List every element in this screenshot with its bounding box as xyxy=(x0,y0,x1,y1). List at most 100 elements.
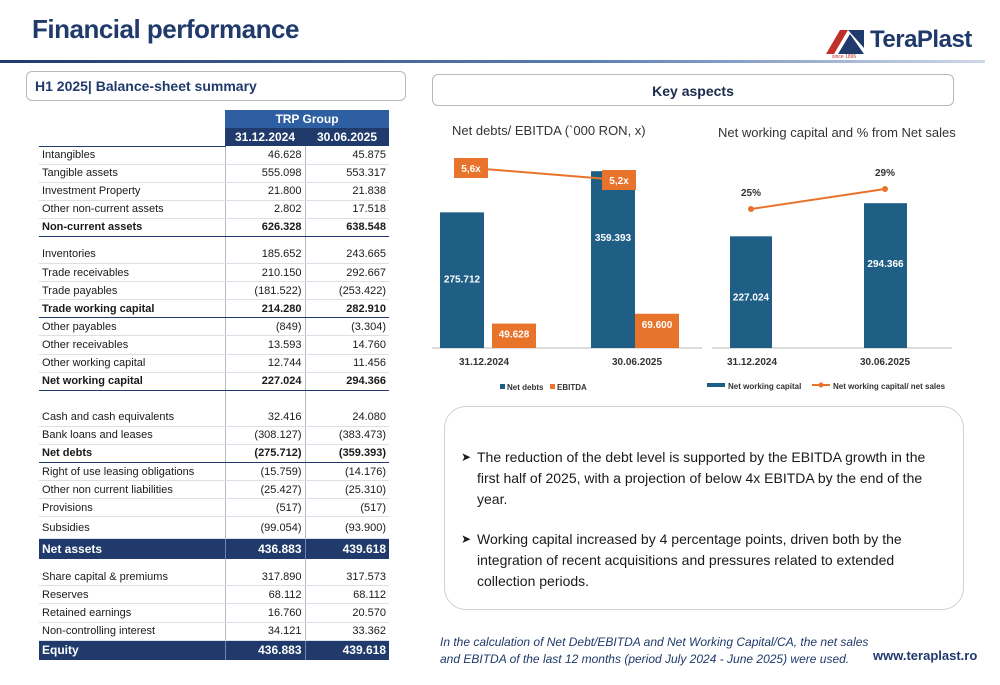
arrow-right-icon: ➤ xyxy=(461,450,472,464)
table-row: Non-current assets 626.328 638.548 xyxy=(39,218,389,237)
row-label: Intangibles xyxy=(39,146,225,165)
row-value: 45.875 xyxy=(304,146,389,165)
balance-sheet-table: TRP Group 31.12.2024 30.06.2025 Intangib… xyxy=(39,110,389,661)
row-label: Other working capital xyxy=(39,354,225,373)
row-value: 439.618 xyxy=(304,640,389,661)
row-value: (359.393) xyxy=(304,444,389,464)
table-group-header: TRP Group xyxy=(225,110,389,128)
ratio-label: 29% xyxy=(875,168,895,179)
table-row: Non-controlling interest 34.121 33.362 xyxy=(39,622,389,641)
table-row: Other payables (849) (3.304) xyxy=(39,317,389,337)
arrow-right-icon: ➤ xyxy=(461,532,472,546)
table-row: Intangibles 46.628 45.875 xyxy=(39,146,389,165)
data-label: 227.024 xyxy=(733,292,770,303)
data-label: 294.366 xyxy=(867,259,904,270)
ratio-label-box xyxy=(454,158,488,178)
x-tick-label: 31.12.2024 xyxy=(727,357,777,368)
row-label: Other non-current assets xyxy=(39,200,225,219)
row-value: (93.900) xyxy=(304,516,389,540)
row-value: 20.570 xyxy=(304,603,389,623)
row-value: 317.573 xyxy=(304,567,389,587)
chart-title: Net working capital and % from Net sales xyxy=(718,125,956,140)
table-spacer xyxy=(39,236,389,246)
balance-sheet-heading-box: H1 2025| Balance-sheet summary xyxy=(26,71,406,101)
row-label: Other non current liabilities xyxy=(39,480,225,500)
table-row: Tangible assets 555.098 553.317 xyxy=(39,164,389,183)
table-row: Other working capital 12.744 11.456 xyxy=(39,354,389,373)
legend-swatch xyxy=(500,384,505,389)
row-value: 2.802 xyxy=(224,200,305,219)
ratio-line xyxy=(750,188,886,210)
row-value: 282.910 xyxy=(304,299,389,319)
ratio-point xyxy=(748,206,754,212)
row-label: Cash and cash equivalents xyxy=(39,408,225,427)
key-aspects-heading: Key aspects xyxy=(652,83,734,99)
table-row: Bank loans and leases (308.127) (383.473) xyxy=(39,426,389,445)
ratio-label: 5,6x xyxy=(461,164,481,175)
table-row: Net debts (275.712) (359.393) xyxy=(39,444,389,464)
bar-ebitda xyxy=(492,323,536,348)
legend-label: Net debts xyxy=(507,383,544,392)
row-value: 638.548 xyxy=(304,218,389,237)
row-value: (383.473) xyxy=(304,426,389,445)
row-value: 227.024 xyxy=(224,372,305,391)
logo-name: TeraPlast xyxy=(870,26,972,53)
row-value: 11.456 xyxy=(304,354,389,373)
legend-swatch xyxy=(818,382,824,388)
row-value: 14.760 xyxy=(304,335,389,355)
row-label: Equity xyxy=(39,640,225,661)
row-value: (15.759) xyxy=(224,462,305,482)
row-label: Bank loans and leases xyxy=(39,426,225,445)
row-value: (3.304) xyxy=(304,317,389,337)
row-value: 46.628 xyxy=(224,146,305,165)
row-value: 436.883 xyxy=(224,538,305,559)
row-value: (849) xyxy=(224,317,305,337)
table-row: Retained earnings 16.760 20.570 xyxy=(39,603,389,623)
note-item: ➤ The reduction of the debt level is sup… xyxy=(461,447,931,510)
row-label: Share capital & premiums xyxy=(39,567,225,587)
legend-label: Net working capital xyxy=(728,382,801,391)
row-value: 626.328 xyxy=(224,218,305,237)
row-value: (275.712) xyxy=(224,444,305,464)
row-value: 292.667 xyxy=(304,263,389,283)
table-row: Provisions (517) (517) xyxy=(39,498,389,518)
row-label: Tangible assets xyxy=(39,164,225,183)
row-label: Trade working capital xyxy=(39,299,225,319)
table-row: Net working capital 227.024 294.366 xyxy=(39,372,389,391)
table-row: Other receivables 13.593 14.760 xyxy=(39,335,389,355)
ratio-label-box xyxy=(602,170,636,190)
key-aspects-notes: ➤ The reduction of the debt level is sup… xyxy=(444,406,964,610)
page-title: Financial performance xyxy=(32,14,299,44)
table-row: Reserves 68.112 68.112 xyxy=(39,585,389,605)
legend-swatch xyxy=(550,384,555,389)
legend-swatch xyxy=(707,383,725,387)
row-value: 32.416 xyxy=(224,408,305,427)
x-tick-label: 31.12.2024 xyxy=(459,357,509,368)
table-col-header: 30.06.2025 xyxy=(305,128,389,146)
bar-net-working-capital xyxy=(864,203,907,348)
row-label: Net assets xyxy=(39,538,225,559)
row-value: 21.800 xyxy=(224,182,305,201)
row-value: 17.518 xyxy=(304,200,389,219)
row-value: 185.652 xyxy=(224,245,305,265)
legend-label: EBITDA xyxy=(557,383,587,392)
row-value: 436.883 xyxy=(224,640,305,661)
row-label: Non-current assets xyxy=(39,218,225,237)
table-row: Other non current liabilities (25.427) (25… xyxy=(39,480,389,500)
row-label: Net working capital xyxy=(39,372,225,391)
website-link[interactable]: www.teraplast.ro xyxy=(873,648,978,663)
data-label: 359.393 xyxy=(595,233,632,244)
row-value: 68.112 xyxy=(224,585,305,605)
key-aspects-heading-box: Key aspects xyxy=(432,74,954,106)
row-value: 21.838 xyxy=(304,182,389,201)
row-value: 555.098 xyxy=(224,164,305,183)
row-value: 553.317 xyxy=(304,164,389,183)
bar-net-debts xyxy=(591,171,635,348)
logo-since: since 1896 xyxy=(832,54,857,60)
row-value: 24.080 xyxy=(304,408,389,427)
table-row: Equity 436.883 439.618 xyxy=(39,640,389,661)
row-value: 294.366 xyxy=(304,372,389,391)
row-value: 439.618 xyxy=(304,538,389,559)
note-text: Working capital increased by 4 percentag… xyxy=(477,531,902,589)
row-value: 13.593 xyxy=(224,335,305,355)
